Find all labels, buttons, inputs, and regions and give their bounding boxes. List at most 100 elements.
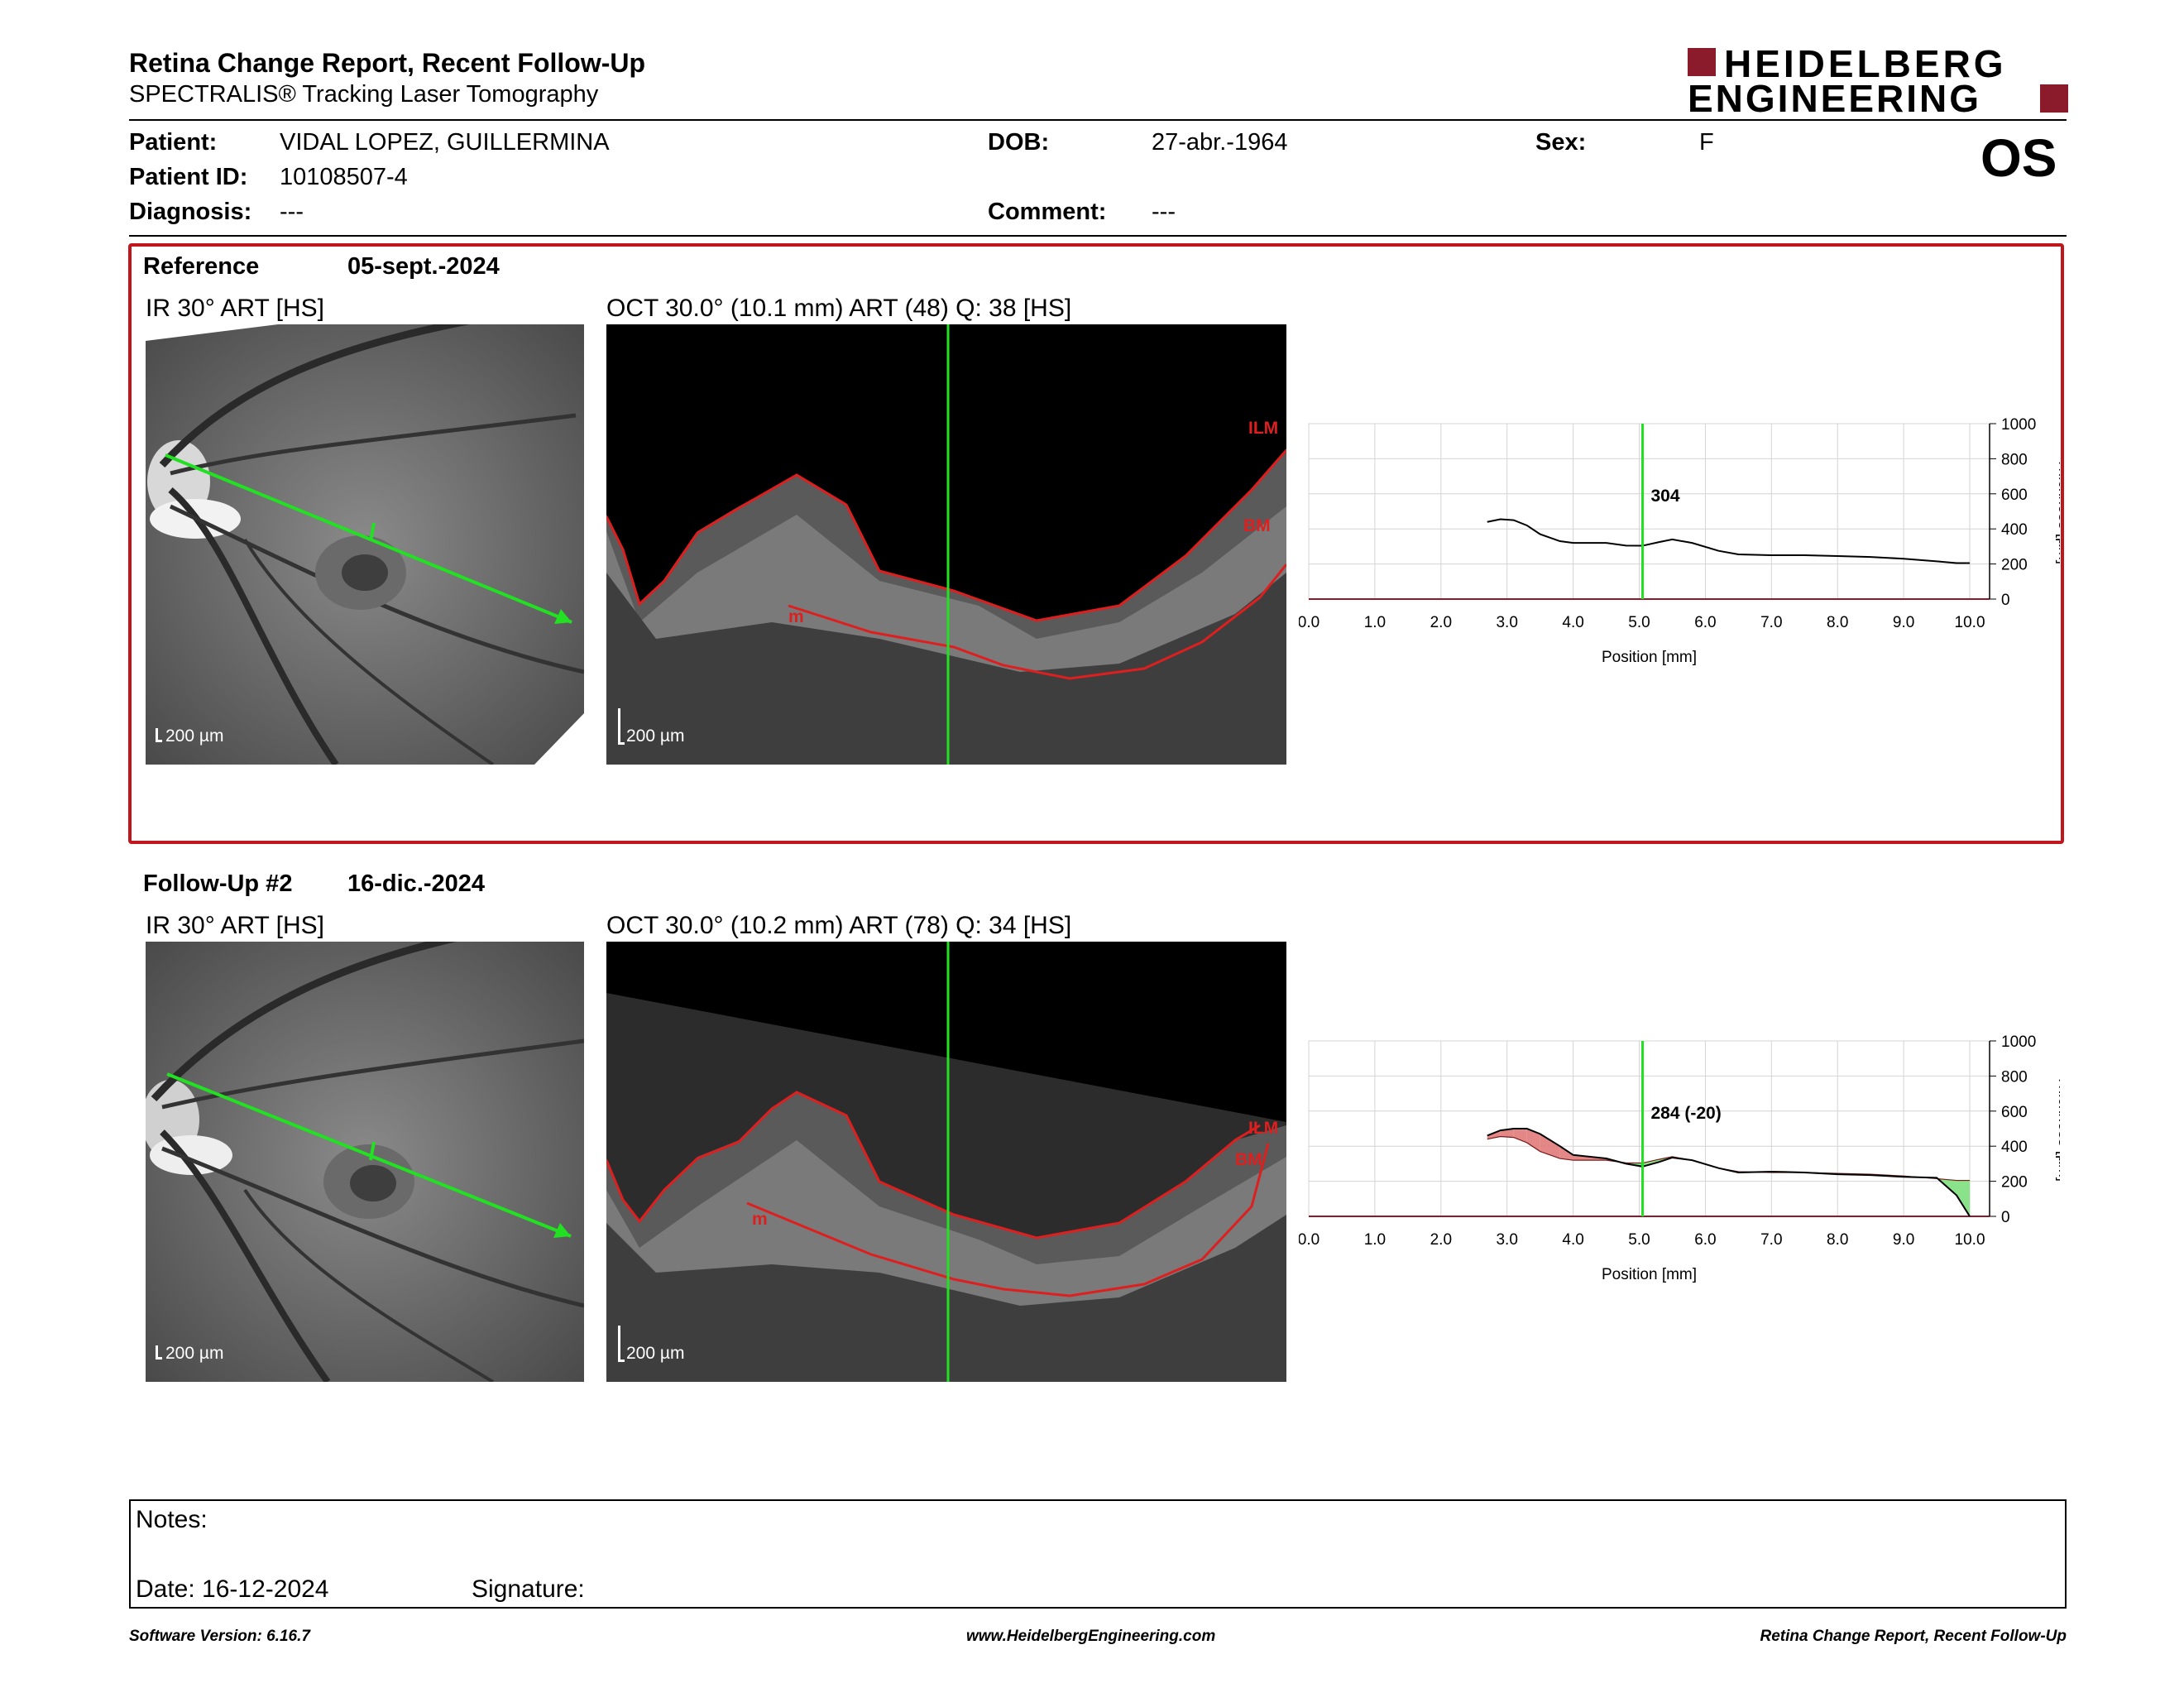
comment-label: Comment: (988, 199, 1107, 225)
notes-label: Notes: (136, 1506, 208, 1533)
chart-difference-area (1526, 1129, 1540, 1152)
reference-oct-drawing (606, 324, 1286, 765)
notes-box: Notes: Date: 16-12-2024 Signature: (129, 1499, 2067, 1609)
followup-ir-label: IR 30° ART [HS] (146, 912, 324, 939)
chart-x-tick-label: 1.0 (1364, 1231, 1386, 1249)
chart-reference-series-line (1487, 1135, 1971, 1182)
footer-software-version: Software Version: 6.16.7 (129, 1628, 310, 1645)
chart-x-tick-label: 10.0 (1955, 1231, 1985, 1249)
chart-difference-area (1956, 1180, 1971, 1216)
chart-y-tick-label: 1000 (2001, 416, 2036, 434)
chart-x-tick-label: 3.0 (1496, 1231, 1517, 1249)
followup-m-label: m (752, 1210, 768, 1229)
notes-date: Date: 16-12-2024 (136, 1575, 329, 1603)
reference-m-label: m (788, 607, 804, 626)
reference-ir-label: IR 30° ART [HS] (146, 295, 324, 322)
chart-y-tick-label: 0 (2001, 1209, 2010, 1226)
followup-ir-scale: 200 µm (165, 1344, 224, 1363)
chart-x-tick-label: 5.0 (1628, 614, 1650, 631)
followup-oct-scale: 200 µm (626, 1344, 685, 1363)
chart-x-tick-label: 2.0 (1430, 1231, 1452, 1249)
chart-x-tick-label: 6.0 (1694, 614, 1716, 631)
chart-x-tick-label: 4.0 (1562, 614, 1583, 631)
chart-x-tick-label: 6.0 (1694, 1231, 1716, 1249)
chart-x-tick-label: 2.0 (1430, 614, 1452, 631)
reference-ilm-label: ILM (1248, 419, 1279, 438)
chart-x-tick-label: 8.0 (1827, 1231, 1848, 1249)
followup-ilm-label: ILM (1248, 1119, 1279, 1138)
chart-difference-area (1540, 1134, 1560, 1159)
patient-label: Patient: (129, 129, 218, 156)
chart-x-axis-label: Position [mm] (1602, 649, 1697, 666)
chart-y-tick-label: 200 (2001, 557, 2028, 574)
chart-y-tick-label: 400 (2001, 521, 2028, 539)
reference-oct-image: ILM BM m 200 µm (606, 324, 1286, 765)
reference-frame (128, 243, 2064, 844)
chart-y-tick-label: 600 (2001, 487, 2028, 504)
chart-x-tick-label: 9.0 (1893, 1231, 1914, 1249)
chart-x-tick-label: 4.0 (1562, 1231, 1583, 1249)
patient-id-value: 10108507-4 (280, 164, 408, 190)
patient-name: VIDAL LOPEZ, GUILLERMINA (280, 129, 610, 156)
reference-label: Reference (143, 253, 260, 280)
heidelberg-logo: HEIDELBERG ENGINEERING (1688, 42, 2068, 120)
sex-value: F (1699, 129, 1714, 156)
followup-oct-drawing (606, 942, 1286, 1382)
chart-y-tick-label: 1000 (2001, 1033, 2036, 1051)
chart-difference-area (1513, 1129, 1527, 1143)
chart-difference-area (1500, 1129, 1514, 1138)
report-title: Retina Change Report, Recent Follow-Up (129, 48, 646, 78)
comment-value: --- (1152, 199, 1176, 225)
followup-label: Follow-Up #2 (143, 870, 293, 897)
reference-ir-fundus-image: 200 µm (146, 324, 584, 765)
chart-y-axis-label: Thickness [µm] (2055, 458, 2060, 564)
chart-y-tick-label: 600 (2001, 1104, 2028, 1121)
chart-x-tick-label: 9.0 (1893, 614, 1914, 631)
reference-date: 05-sept.-2024 (347, 253, 500, 280)
eye-label: OS (1980, 128, 2057, 188)
chart-plot-area (1308, 423, 1990, 600)
reference-thickness-chart: 0.0 1.0 2.0 3.0 4.0 5.0 6.0 7.0 8.0 9.0 10.0 0 200 40… (1299, 416, 2060, 666)
diagnosis-value: --- (280, 199, 304, 225)
chart-y-tick-label: 0 (2001, 592, 2010, 609)
chart-x-tick-label: 3.0 (1496, 614, 1517, 631)
dob-label: DOB: (988, 129, 1050, 156)
chart-series-line (1487, 518, 1971, 564)
footer-website-link[interactable]: www.HeidelbergEngineering.com (966, 1628, 1216, 1645)
diagnosis-label: Diagnosis: (129, 199, 252, 225)
footer-report-name: Retina Change Report, Recent Follow-Up (1760, 1628, 2067, 1645)
chart-x-tick-label: 7.0 (1760, 1231, 1782, 1249)
followup-oct-label: OCT 30.0° (10.2 mm) ART (78) Q: 34 [HS] (606, 912, 1072, 939)
chart-series-line (1487, 1128, 1971, 1217)
chart-cursor-value: 304 (1651, 487, 1680, 506)
chart-x-tick-label: 1.0 (1364, 614, 1386, 631)
followup-thickness-chart: 0.0 1.0 2.0 3.0 4.0 5.0 6.0 7.0 8.0 9.0 10.0 0 200 40… (1299, 1033, 2060, 1283)
chart-x-axis-label: Position [mm] (1602, 1266, 1697, 1283)
reference-oct-label: OCT 30.0° (10.1 mm) ART (48) Q: 38 [HS] (606, 295, 1072, 322)
report-subtitle: SPECTRALIS® Tracking Laser Tomography (129, 81, 599, 108)
followup-bm-label: BM (1235, 1150, 1262, 1169)
chart-y-axis-label: Thickness [µm] (2055, 1076, 2060, 1182)
chart-x-tick-label: 0.0 (1299, 614, 1320, 631)
chart-y-tick-label: 400 (2001, 1139, 2028, 1156)
reference-bm-label: BM (1243, 516, 1271, 535)
reference-fundus-drawing (146, 324, 584, 765)
chart-x-tick-label: 5.0 (1628, 1231, 1650, 1249)
followup-fundus-drawing (146, 942, 584, 1382)
chart-x-tick-label: 8.0 (1827, 614, 1848, 631)
followup-date: 16-dic.-2024 (347, 870, 486, 897)
chart-x-tick-label: 7.0 (1760, 614, 1782, 631)
chart-y-tick-label: 800 (2001, 451, 2028, 468)
reference-oct-scale: 200 µm (626, 727, 685, 746)
chart-cursor-value: 284 (-20) (1651, 1104, 1722, 1123)
chart-x-tick-label: 10.0 (1955, 614, 1985, 631)
chart-x-tick-label: 0.0 (1299, 1231, 1320, 1249)
chart-y-tick-label: 800 (2001, 1068, 2028, 1086)
followup-ir-fundus-image: 200 µm (146, 942, 584, 1382)
sex-label: Sex: (1535, 129, 1587, 156)
reference-ir-scale: 200 µm (165, 727, 224, 746)
dob-value: 27-abr.-1964 (1152, 129, 1288, 156)
signature-label: Signature: (472, 1575, 585, 1603)
followup-oct-image: ILM BM m 200 µm (606, 942, 1286, 1382)
chart-plot-area (1308, 1040, 1990, 1217)
